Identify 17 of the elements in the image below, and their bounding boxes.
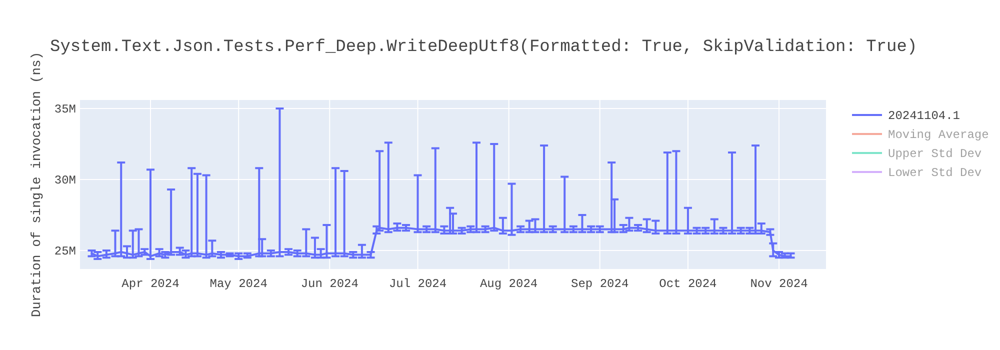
y-tick-label: 30M	[54, 174, 76, 188]
x-tick-label: Apr 2024	[122, 277, 180, 291]
x-tick-label: Nov 2024	[750, 277, 808, 291]
legend-label: Moving Average	[888, 128, 989, 142]
legend-label: Lower Std Dev	[888, 166, 982, 180]
y-tick-label: 35M	[54, 102, 76, 117]
legend-label: Upper Std Dev	[888, 147, 982, 162]
chart-title: System.Text.Json.Tests.Perf_Deep.WriteDeepUtf8(Formatted: True, SkipValidation: True)	[50, 38, 918, 57]
legend-label: 20241104.1	[888, 109, 960, 124]
x-tick-label: May 2024	[210, 277, 268, 291]
x-tick-label: Jul 2024	[388, 277, 447, 291]
x-tick-label: Sep 2024	[571, 277, 629, 291]
x-tick-label: Oct 2024	[659, 277, 717, 291]
y-axis-title: Duration of single invocation (ns)	[29, 52, 44, 318]
x-tick-label: Jun 2024	[300, 277, 358, 291]
y-tick-label: 25M	[54, 244, 76, 259]
x-tick-label: Aug 2024	[480, 277, 538, 291]
